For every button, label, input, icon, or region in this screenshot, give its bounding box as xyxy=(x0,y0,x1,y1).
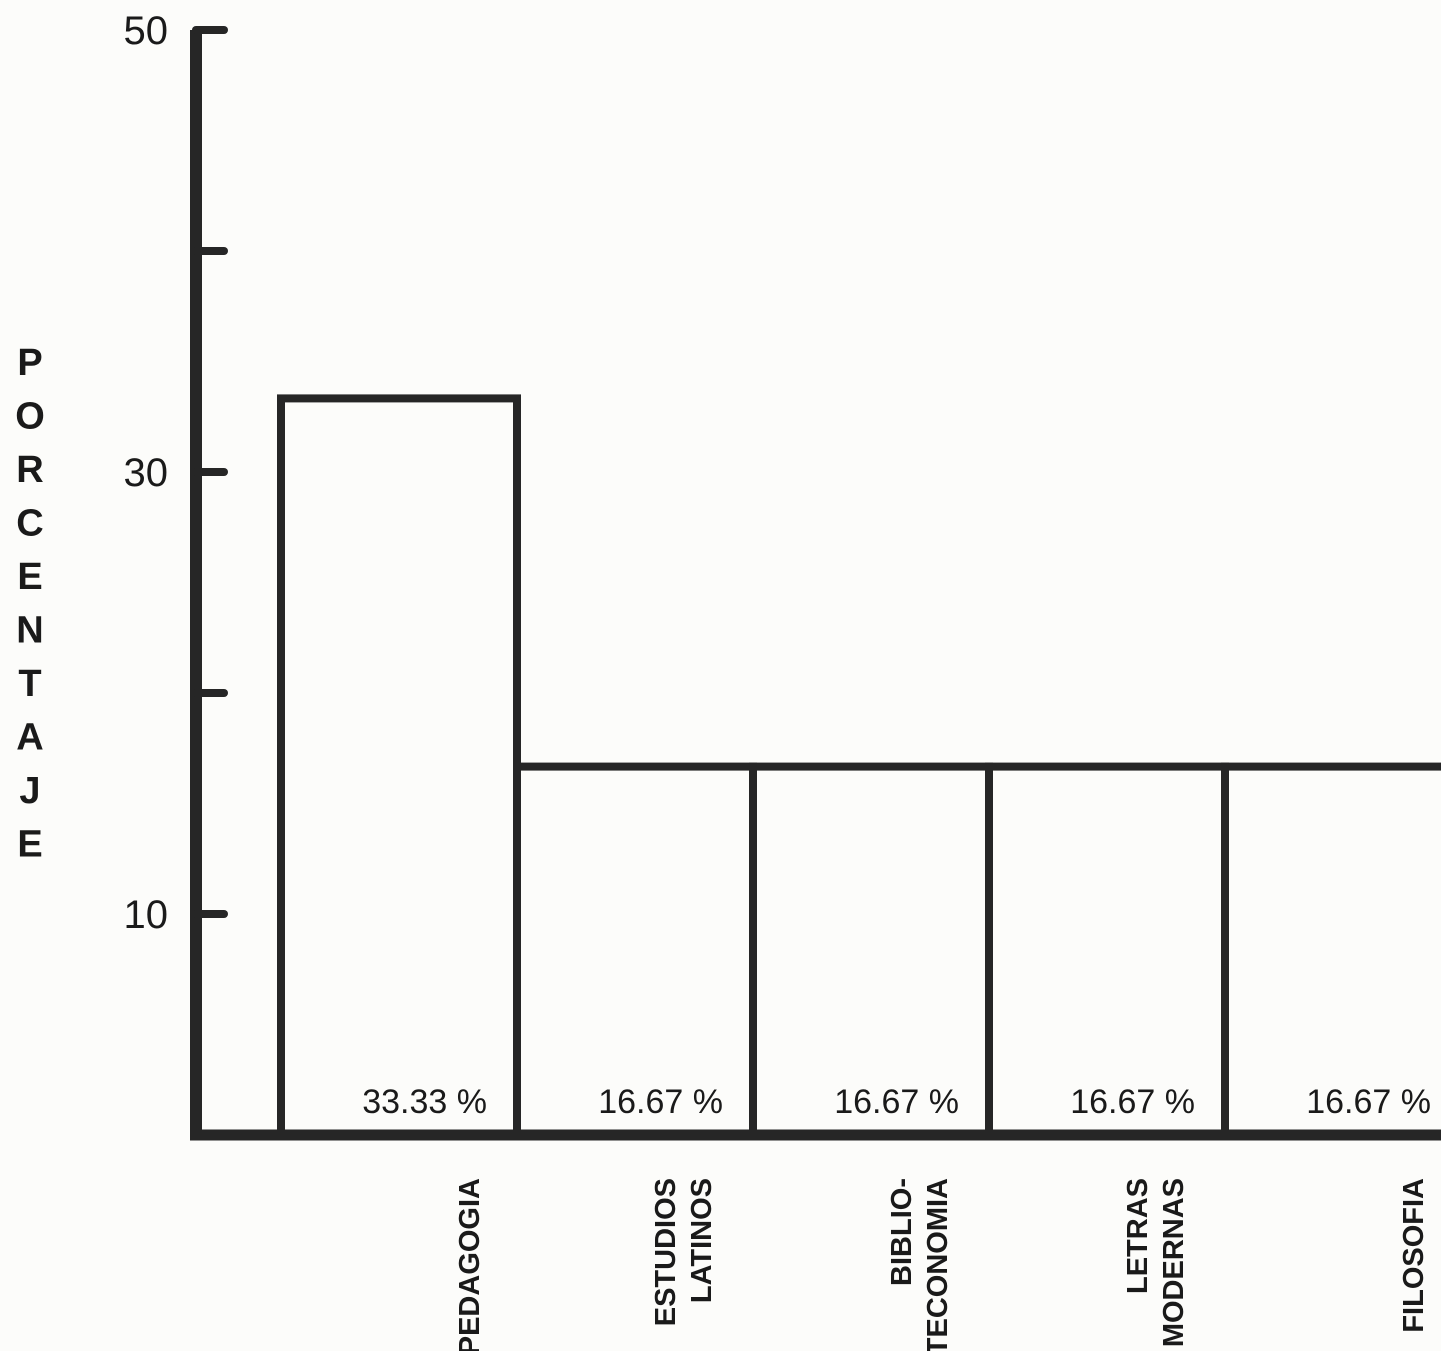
y-axis-label-letter: O xyxy=(15,396,45,438)
category-label-2-0: BIBLIO- xyxy=(886,1178,918,1286)
bar-0 xyxy=(277,394,521,1140)
category-label-3-0: LETRAS xyxy=(1122,1178,1154,1294)
y-axis-label-letter: J xyxy=(19,770,40,812)
bar-1 xyxy=(513,762,757,1140)
y-tick-label-30: 30 xyxy=(124,451,169,495)
y-axis-label-letter: E xyxy=(17,556,42,598)
bar-4 xyxy=(1221,762,1441,1140)
category-label-0-0: PEDAGOGIA xyxy=(454,1178,486,1351)
y-axis-label-letter: R xyxy=(16,449,43,491)
value-label-2: 16.67 % xyxy=(834,1083,959,1121)
category-label-1-0: ESTUDIOS xyxy=(650,1178,682,1326)
bars-layer xyxy=(277,394,1441,1140)
y-tick-label-10: 10 xyxy=(124,893,169,937)
category-label-4-0: FILOSOFIA xyxy=(1398,1178,1430,1333)
y-axis-label-letter: A xyxy=(16,717,43,759)
y-axis-label-letter: P xyxy=(17,342,42,384)
bar-3 xyxy=(985,762,1229,1140)
value-label-0: 33.33 % xyxy=(362,1083,487,1121)
category-label-2-1: TECONOMIA xyxy=(922,1178,954,1351)
y-axis-label-letter: T xyxy=(18,663,41,705)
y-tick-label-50: 50 xyxy=(124,9,169,53)
value-label-3: 16.67 % xyxy=(1070,1083,1195,1121)
category-label-3-1: MODERNAS xyxy=(1158,1178,1190,1347)
category-label-1-1: LATINOS xyxy=(686,1178,718,1303)
bar-2 xyxy=(749,762,993,1140)
value-label-4: 16.67 % xyxy=(1306,1083,1431,1121)
axes-layer xyxy=(190,26,1441,1141)
value-label-1: 16.67 % xyxy=(598,1083,723,1121)
y-axis-label-letter: C xyxy=(16,503,43,545)
y-axis-label-letter: N xyxy=(16,610,43,652)
y-axis-label-letter: E xyxy=(17,824,42,866)
